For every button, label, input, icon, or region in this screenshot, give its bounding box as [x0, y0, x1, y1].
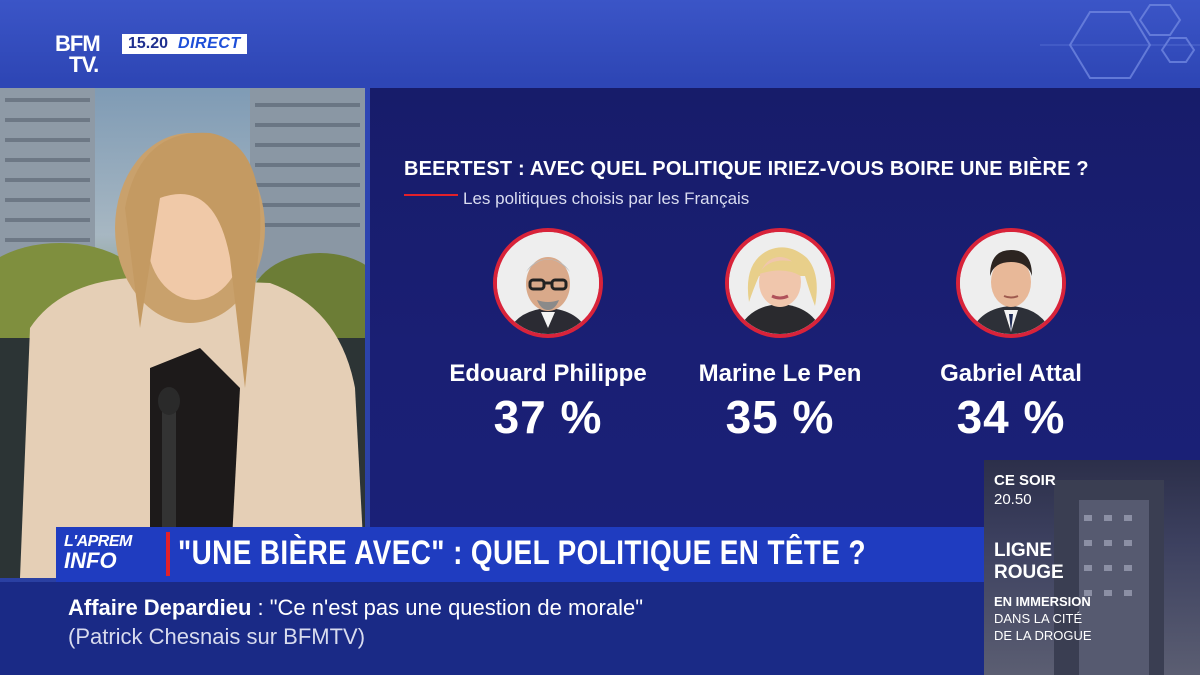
show-logo-line-1: L'APREM — [64, 533, 132, 550]
logo-line-2: TV. — [69, 52, 99, 77]
lower-third-bar — [56, 527, 984, 582]
clock: 15.20 — [128, 35, 169, 52]
accent-line — [404, 194, 458, 196]
candidate-photo — [956, 228, 1066, 338]
ticker-topic: Affaire Depardieu — [68, 595, 252, 620]
presenter-camera-view — [0, 88, 365, 578]
news-ticker — [0, 582, 984, 675]
headline-separator — [166, 532, 170, 576]
show-logo-line-2: INFO — [64, 548, 117, 573]
promo-when: CE SOIR — [994, 472, 1056, 489]
candidate-card: Gabriel Attal 34 % — [896, 228, 1126, 444]
ticker-quote-line: Affaire Depardieu : "Ce n'est pas une qu… — [68, 595, 643, 621]
poll-title: BEERTEST : AVEC QUEL POLITIQUE IRIEZ-VOU… — [404, 158, 1089, 180]
show-logo: L'APREM INFO — [56, 527, 166, 582]
ticker-quote: "Ce n'est pas une question de morale" — [269, 595, 644, 620]
live-indicator: 15.20 DIRECT — [122, 34, 247, 54]
promo-time: 20.50 — [994, 491, 1032, 508]
ticker-source: (Patrick Chesnais sur BFMTV) — [68, 624, 366, 649]
headline: "UNE BIÈRE AVEC" : QUEL POLITIQUE EN TÊT… — [178, 534, 866, 572]
candidate-card: Marine Le Pen 35 % — [665, 228, 895, 444]
poll-subtitle: Les politiques choisis par les Français — [463, 189, 750, 208]
logo-line-1: BFM — [55, 31, 101, 56]
promo-sub-line-2: DANS LA CITÉ — [994, 611, 1083, 626]
promo-title-line-1: LIGNE — [994, 540, 1053, 561]
candidate-photo — [725, 228, 835, 338]
candidate-percent: 35 % — [725, 391, 835, 443]
direct-label: DIRECT — [178, 35, 241, 52]
candidate-photo — [493, 228, 603, 338]
program-promo: CE SOIR 20.50 LIGNE ROUGE EN IMMERSION D… — [984, 460, 1200, 675]
promo-sub-line-1: EN IMMERSION — [994, 594, 1091, 609]
candidate-name: Marine Le Pen — [698, 360, 862, 387]
candidate-name: Edouard Philippe — [449, 360, 647, 387]
ticker-separator: : — [251, 595, 270, 620]
promo-sub-line-3: DE LA DROGUE — [994, 628, 1092, 643]
hexagon-decoration — [1040, 4, 1200, 79]
candidate-percent: 37 % — [493, 391, 603, 443]
promo-title-line-2: ROUGE — [994, 562, 1064, 583]
candidate-name: Gabriel Attal — [940, 360, 1082, 387]
candidate-percent: 34 % — [956, 391, 1066, 443]
poll-graphic: BEERTEST : AVEC QUEL POLITIQUE IRIEZ-VOU… — [370, 88, 1200, 528]
bfmtv-logo: BFM TV. — [55, 33, 117, 85]
candidate-card: Edouard Philippe 37 % — [433, 228, 663, 444]
